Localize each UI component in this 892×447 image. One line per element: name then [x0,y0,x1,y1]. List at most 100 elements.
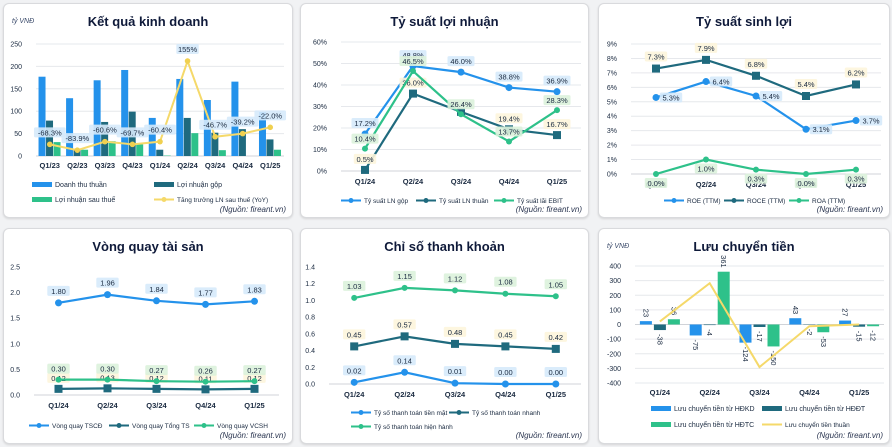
data-label-hddt: -38 [655,334,664,345]
legend-marker-1 [456,410,462,415]
data-label-series-0: 1.83 [247,285,262,294]
source-note: (Nguồn: fireant.vn) [219,205,286,214]
y-tick-label: 1.4 [305,265,315,272]
data-label-series-0: 48.8% [402,51,424,60]
data-label-hdkd: -124 [741,347,750,362]
legend-marker-1 [423,198,429,203]
chart-lct: -400-300-200-100010020030040023-3836Q1/2… [607,255,884,429]
data-label-series-2: 1.15 [397,272,412,281]
legend-label-2: Lưu chuyển tiền từ HĐTC [674,420,754,429]
data-label-series-0-bg [443,366,467,377]
legend-label-2: Tỷ suất lãi EBIT [517,196,563,205]
y-tick-label: 0% [317,169,327,176]
data-label-series-1: 16.7% [546,120,568,129]
point-series-2 [552,293,559,300]
x-tick-label: Q1/25 [260,161,280,170]
point-series-1 [802,92,810,100]
data-label-yoy: -22.0% [258,111,282,120]
x-tick-label: Q2/23 [67,161,87,170]
point-series-0 [852,117,860,125]
x-tick-label: Q3/24 [445,390,466,399]
x-tick-label: Q3/24 [451,177,472,186]
y-tick-label: 1.0 [10,341,20,348]
point-series-2 [351,294,358,301]
data-label-series-1-bg [844,67,868,78]
data-label-series-1-bg [393,319,416,330]
data-label-series-0-bg [145,283,168,294]
y-tick-label: 0 [18,154,22,161]
data-label-series-2: 1.12 [448,274,463,283]
legend-label-2: Lợi nhuận sau thuế [55,195,115,204]
data-label-series-0: 3.1% [812,125,829,134]
bar-loi-nhuan-gop [266,139,274,156]
data-label-series-0-bg [96,277,119,288]
bar-hdkd [739,324,752,343]
panel-ket-qua-kinh-doanh: Kết quả kinh doanh tỷ VNĐ 0 50 100 150 200 25… [3,3,293,218]
point-series-0 [702,78,710,86]
data-label-series-1: 7.3% [647,53,664,62]
y-tick-label: 100 [10,109,22,116]
bar-doanh-thu [121,69,129,156]
chart-title: Lưu chuyển tiền [693,239,795,254]
point-yoy [184,58,191,64]
data-label-series-1-bg [543,119,571,130]
data-label-series-1-bg [794,79,818,89]
point-series-0 [401,368,409,376]
data-label-series-0-bg [809,124,833,135]
data-label-yoy-bg [144,124,176,135]
data-label-yoy: 155% [178,45,198,54]
x-tick-label: Q3/24 [749,388,770,397]
y-tick-label: -300 [607,366,621,373]
data-label-series-1-bg [495,113,523,124]
data-label-series-1: 7.9% [697,44,714,53]
chart-title: Tỷ suất lợi nhuận [390,14,499,29]
legend-label-3: Tăng trưởng LN sau thuế (YoY) [177,195,268,204]
x-tick-label: Q2/24 [394,390,415,399]
legend-label-0: ROE (TTM) [687,198,721,205]
data-label-series-0-bg [494,367,517,377]
y-tick-label: 2% [607,143,617,150]
point-series-2 [703,156,709,163]
bar-loi-nhuan-gop [46,120,54,156]
data-label-series-1-bg [694,42,718,53]
panel-luu-chuyen-tien: Lưu chuyển tiền tỷ VNĐ -400 -300 -200 -100 0… [598,228,890,444]
data-label-series-2-bg [194,365,217,376]
point-series-1 [361,165,369,174]
data-label-series-2: 26.4% [450,100,472,109]
y-tick-label: 50 [14,131,22,138]
bar-hddt [653,324,666,331]
legend-label-0: Tỷ số thanh toán tiền mặt [374,408,448,417]
data-label-series-0: 3.7% [862,117,879,126]
y-tick-label: 2.0 [10,290,20,297]
data-label-series-2: 0.26 [198,367,213,376]
bar-lnst [53,142,61,156]
chart-vqts: 0.0 0.5 1.0 1.5 2.0 2.5 Q1/24 Q2/24 Q3/24 Q4/24 Q1… [10,265,279,430]
legend-marker-2 [501,198,507,203]
point-series-2 [362,145,368,152]
data-label-series-2-bg [443,273,467,284]
point-yoy [46,141,53,148]
y-tick-label: 100 [609,307,621,314]
y-tick-label: 60% [313,40,327,47]
data-label-series-0: 0.14 [397,356,412,365]
bar-lnst [218,150,226,156]
point-series-1 [551,344,560,353]
data-label-series-0-bg [543,75,571,86]
data-label-hdtc: -12 [869,330,878,341]
bar-hdtc [767,324,780,347]
y-tick-label: 4% [607,114,617,121]
bar-loi-nhuan-gop [211,132,219,156]
chart-cstk: 0.0 0.2 0.4 0.6 0.8 1.0 1.2 1.4 Q1/24 Q2/24 Q3/24 Q… [305,265,581,431]
bar-hddt [753,324,766,327]
x-tick-label: Q4/24 [195,401,216,410]
y-tick-label: -200 [607,351,621,358]
source-note: (Nguồn: fireant.vn) [515,431,582,440]
point-series-0 [202,300,209,308]
point-yoy [129,141,136,148]
point-series-2 [452,287,458,294]
y-tick-label: 40% [313,83,327,90]
y-tick-label: 9% [607,42,617,49]
data-label-series-1: 6.8% [747,60,764,69]
chart-kqkd: 0 50 100 150 200 250 Q1/23 Q2/23 Q3/23 Q4/23 Q1/24… [10,42,287,204]
data-label-series-0: 46.0% [450,57,472,66]
